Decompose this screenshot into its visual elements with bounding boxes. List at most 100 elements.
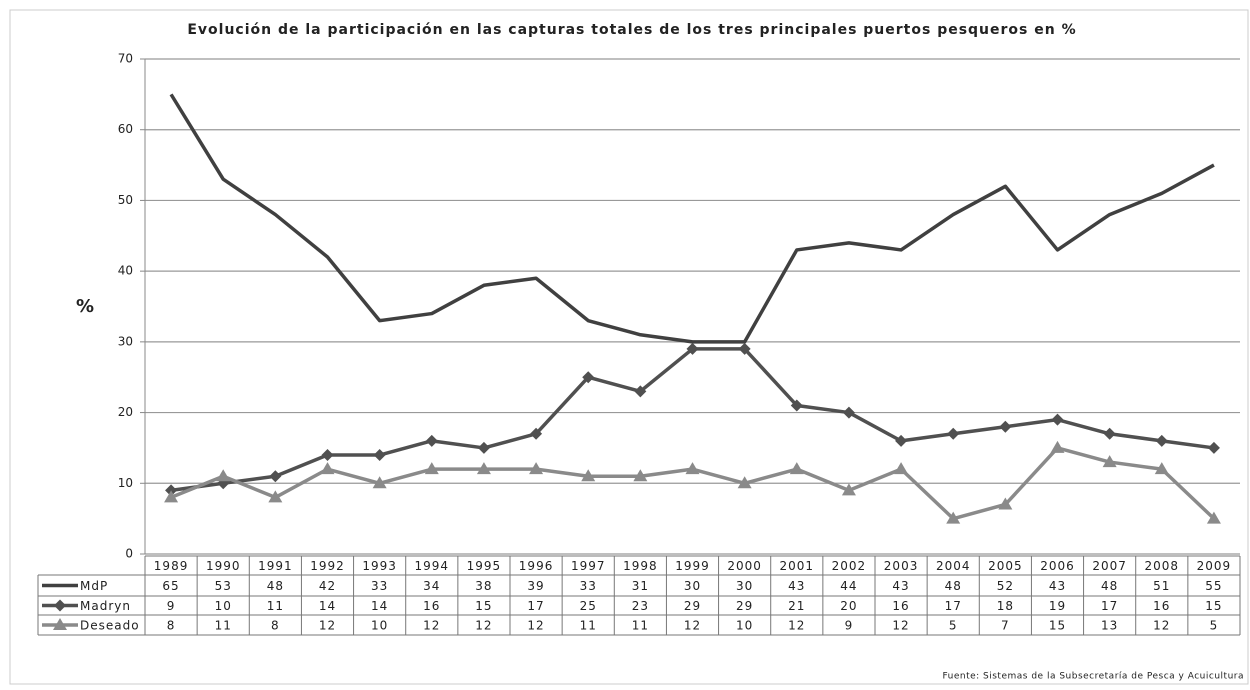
- y-tick-label: 20: [118, 405, 133, 419]
- x-tick-label: 1999: [675, 559, 710, 573]
- table-value: 9: [845, 619, 854, 633]
- table-value: 21: [788, 599, 805, 613]
- x-tick-label: 2002: [832, 559, 867, 573]
- x-tick-label: 1992: [310, 559, 345, 573]
- point-marker: [737, 476, 752, 489]
- table-value: 25: [580, 599, 597, 613]
- x-tick-label: 1995: [467, 559, 502, 573]
- table-value: 10: [215, 599, 232, 613]
- point-marker: [998, 497, 1013, 510]
- table-value: 18: [997, 599, 1014, 613]
- table-value: 34: [423, 579, 440, 593]
- table-value: 48: [1101, 579, 1118, 593]
- table-value: 8: [167, 619, 176, 633]
- point-marker: [1155, 434, 1168, 447]
- point-marker: [895, 434, 908, 447]
- table-value: 15: [1205, 599, 1222, 613]
- table-value: 33: [371, 579, 388, 593]
- table-value: 16: [892, 599, 909, 613]
- table-value: 11: [267, 599, 284, 613]
- frame: [9, 9, 1249, 685]
- point-marker: [686, 342, 699, 355]
- table-value: 12: [475, 619, 492, 633]
- table-value: 11: [580, 619, 597, 633]
- table-value: 51: [1153, 579, 1170, 593]
- point-marker: [894, 462, 909, 475]
- table-value: 13: [1101, 619, 1118, 633]
- point-marker: [1050, 440, 1065, 453]
- point-marker: [1103, 427, 1116, 440]
- legend-label: Deseado: [80, 619, 140, 633]
- table-value: 52: [997, 579, 1014, 593]
- table-value: 10: [371, 619, 388, 633]
- table-value: 38: [475, 579, 492, 593]
- table-value: 12: [1153, 619, 1170, 633]
- point-marker: [946, 511, 961, 524]
- point-marker: [425, 434, 438, 447]
- table-value: 16: [423, 599, 440, 613]
- table-value: 7: [1001, 619, 1010, 633]
- point-marker: [999, 420, 1012, 433]
- x-tick-label: 1993: [362, 559, 397, 573]
- y-tick-label: 60: [118, 122, 133, 136]
- x-tick-label: 1990: [206, 559, 241, 573]
- y-axis-label: %: [76, 296, 94, 317]
- legend-marker: [53, 618, 67, 630]
- x-tick-label: 2000: [727, 559, 762, 573]
- table-value: 42: [319, 579, 336, 593]
- table-value: 53: [215, 579, 232, 593]
- point-marker: [582, 371, 595, 384]
- table-value: 15: [475, 599, 492, 613]
- table-value: 23: [632, 599, 649, 613]
- source: Fuente: Sistemas de la Subsecretaría de …: [942, 672, 1244, 682]
- table-value: 12: [423, 619, 440, 633]
- x-tick-label: 2004: [936, 559, 971, 573]
- table-value: 43: [892, 579, 909, 593]
- table-value: 65: [162, 579, 179, 593]
- table-value: 30: [736, 579, 753, 593]
- table-value: 16: [1153, 599, 1170, 613]
- point-marker: [216, 469, 231, 482]
- point-marker: [477, 441, 490, 454]
- table-value: 20: [840, 599, 857, 613]
- point-marker: [165, 484, 178, 497]
- table-value: 10: [736, 619, 753, 633]
- x-tick-label: 2007: [1092, 559, 1127, 573]
- point-marker: [634, 385, 647, 398]
- x-tick-label: 1991: [258, 559, 293, 573]
- table-value: 12: [788, 619, 805, 633]
- point-marker: [269, 470, 282, 483]
- table-value: 5: [1210, 619, 1219, 633]
- point-marker: [424, 462, 439, 475]
- point-marker: [633, 469, 648, 482]
- table-value: 29: [736, 599, 753, 613]
- legend-marker: [54, 599, 66, 612]
- table-value: 14: [319, 599, 336, 613]
- y-tick-label: 70: [118, 52, 133, 66]
- table-value: 5: [949, 619, 958, 633]
- chart-title: Evolución de la participación en las cap…: [187, 22, 1076, 38]
- point-marker: [947, 427, 960, 440]
- table-value: 17: [1101, 599, 1118, 613]
- y-tick-label: 10: [118, 476, 133, 490]
- table-value: 19: [1049, 599, 1066, 613]
- table-value: 12: [527, 619, 544, 633]
- table-value: 15: [1049, 619, 1066, 633]
- x-tick-label: 1998: [623, 559, 658, 573]
- table-value: 11: [632, 619, 649, 633]
- table-value: 55: [1205, 579, 1222, 593]
- point-marker: [841, 483, 856, 496]
- x-tick-label: 1994: [415, 559, 450, 573]
- point-marker: [738, 342, 751, 355]
- x-tick-label: 2009: [1197, 559, 1232, 573]
- point-marker: [581, 469, 596, 482]
- table-value: 43: [1049, 579, 1066, 593]
- x-tick-label: 2003: [884, 559, 919, 573]
- table-value: 8: [271, 619, 280, 633]
- table-value: 14: [371, 599, 388, 613]
- point-marker: [321, 449, 334, 461]
- x-tick-label: 2005: [988, 559, 1023, 573]
- table-value: 31: [632, 579, 649, 593]
- point-marker: [1207, 441, 1220, 454]
